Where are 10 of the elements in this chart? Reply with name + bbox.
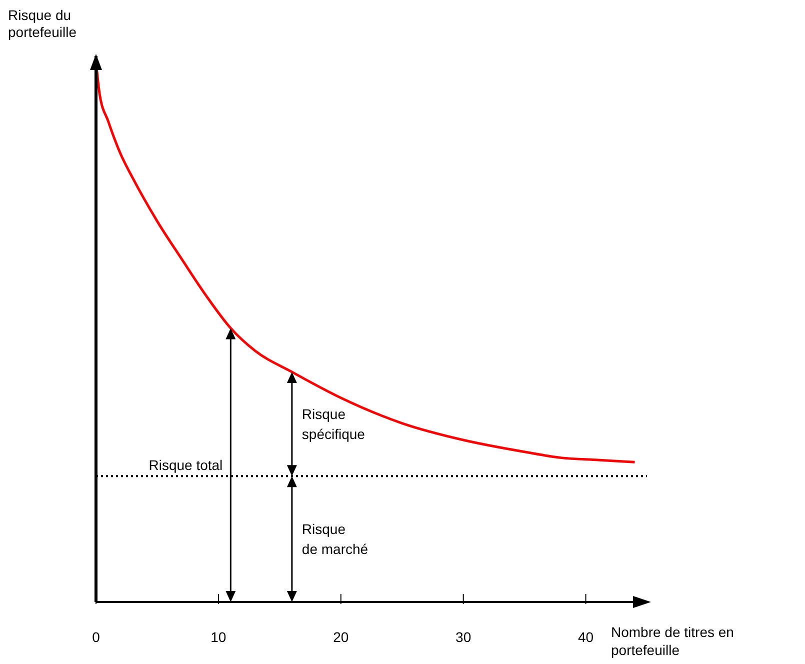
annotation: Risque total <box>148 457 223 474</box>
x-tick-label: 20 <box>333 629 349 645</box>
annotation: Risque spécifique <box>302 406 366 442</box>
x-axis-title: Nombre de titres en portefeuille <box>611 624 734 658</box>
x-tick-label: 10 <box>210 629 226 645</box>
x-tick-label: 0 <box>92 629 100 645</box>
x-tick-label: 40 <box>578 629 594 645</box>
x-tick-label: 30 <box>456 629 472 645</box>
y-axis-title: Risque du portefeuille <box>8 7 77 40</box>
annotation: Risque de marché <box>302 521 368 558</box>
